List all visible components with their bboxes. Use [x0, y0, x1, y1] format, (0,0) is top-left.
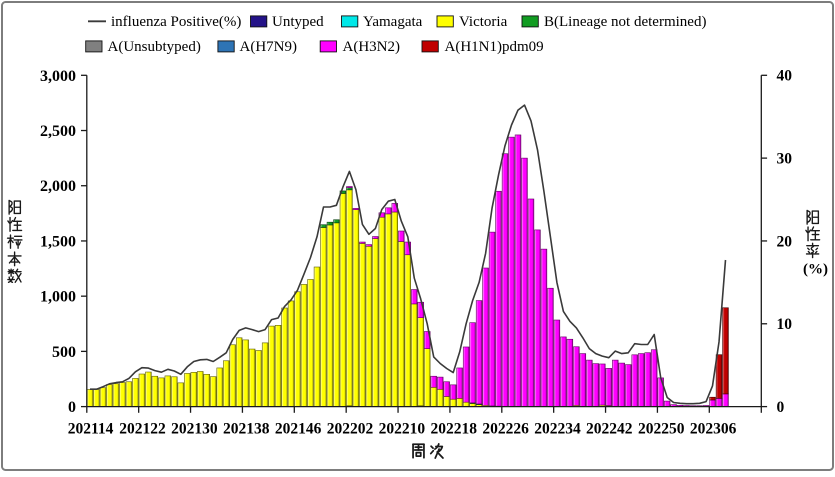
svg-text:B(Lineage not determined): B(Lineage not determined) [544, 14, 706, 30]
svg-text:0: 0 [777, 399, 785, 416]
svg-text:202242: 202242 [586, 421, 633, 438]
svg-text:A(Unsubtyped): A(Unsubtyped) [108, 39, 201, 55]
svg-text:500: 500 [52, 344, 76, 361]
svg-text:202234: 202234 [534, 421, 581, 438]
svg-text:30: 30 [777, 150, 793, 167]
svg-text:10: 10 [777, 316, 793, 333]
svg-text:202226: 202226 [482, 421, 529, 438]
svg-text:Yamagata: Yamagata [363, 14, 423, 30]
svg-text:202122: 202122 [119, 421, 166, 438]
svg-text:A(H7N9): A(H7N9) [240, 39, 298, 55]
svg-text:0: 0 [68, 399, 76, 416]
svg-text:A(H1N1)pdm09: A(H1N1)pdm09 [445, 39, 544, 55]
svg-text:202114: 202114 [68, 421, 114, 438]
svg-text:2,500: 2,500 [40, 123, 76, 140]
svg-text:Victoria: Victoria [459, 14, 508, 30]
svg-text:202202: 202202 [327, 421, 374, 438]
svg-text:1,000: 1,000 [40, 289, 76, 306]
svg-text:202138: 202138 [223, 421, 270, 438]
svg-text:(%): (%) [803, 262, 828, 278]
svg-text:Untyped: Untyped [272, 14, 324, 30]
svg-text:202306: 202306 [690, 421, 737, 438]
svg-text:1,500: 1,500 [40, 234, 76, 251]
svg-text:3,000: 3,000 [40, 68, 76, 85]
svg-text:influenza Positive(%): influenza Positive(%) [111, 14, 241, 30]
svg-text:A(H3N2): A(H3N2) [343, 39, 401, 55]
svg-text:20: 20 [777, 233, 793, 250]
svg-text:202250: 202250 [638, 421, 685, 438]
svg-text:202218: 202218 [430, 421, 477, 438]
svg-text:202130: 202130 [171, 421, 218, 438]
svg-text:202210: 202210 [379, 421, 426, 438]
svg-text:40: 40 [777, 68, 793, 85]
svg-text:2,000: 2,000 [40, 178, 76, 195]
svg-text:202146: 202146 [275, 421, 322, 438]
